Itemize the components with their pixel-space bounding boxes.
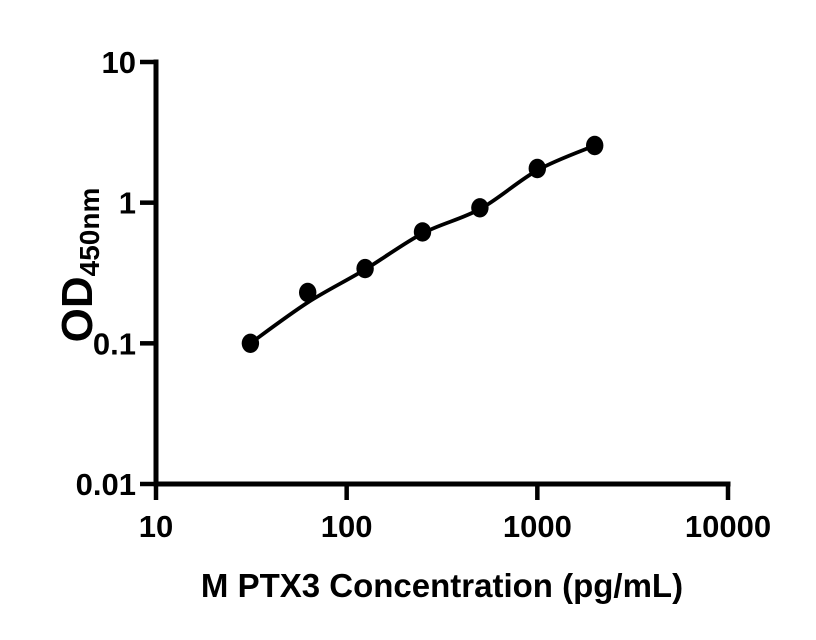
y-axis-tick-label: 0.1 <box>93 326 136 361</box>
x-axis-tick-label: 100 <box>321 509 373 544</box>
x-axis-tick-label: 10000 <box>685 509 771 544</box>
axis-lines <box>153 59 731 487</box>
data-point-marker <box>356 258 374 279</box>
x-axis-tick-labels: 10 100 1000 10000 <box>139 509 771 544</box>
x-axis-tick-label: 10 <box>139 509 173 544</box>
y-axis-title: OD450nm <box>53 188 105 343</box>
x-axis-tick-label: 1000 <box>503 509 572 544</box>
y-axis-title-main: OD <box>53 276 102 342</box>
y-axis-ticks <box>140 59 156 487</box>
data-point-marker <box>586 135 604 156</box>
x-axis-ticks <box>153 484 731 500</box>
data-point-marker <box>528 158 546 179</box>
y-axis-title-subscript: 450nm <box>74 188 105 277</box>
data-point-marker <box>241 333 260 353</box>
data-point-markers <box>241 135 604 353</box>
y-axis-tick-label: 0.01 <box>76 467 136 502</box>
data-point-marker <box>299 282 317 303</box>
data-point-marker <box>413 222 432 242</box>
y-axis-tick-label: 10 <box>102 45 136 80</box>
x-axis-title: M PTX3 Concentration (pg/mL) <box>201 567 683 604</box>
data-point-marker <box>471 198 489 218</box>
y-axis-tick-label: 1 <box>119 186 136 221</box>
y-axis-tick-labels: 10 1 0.1 0.01 <box>76 45 136 502</box>
